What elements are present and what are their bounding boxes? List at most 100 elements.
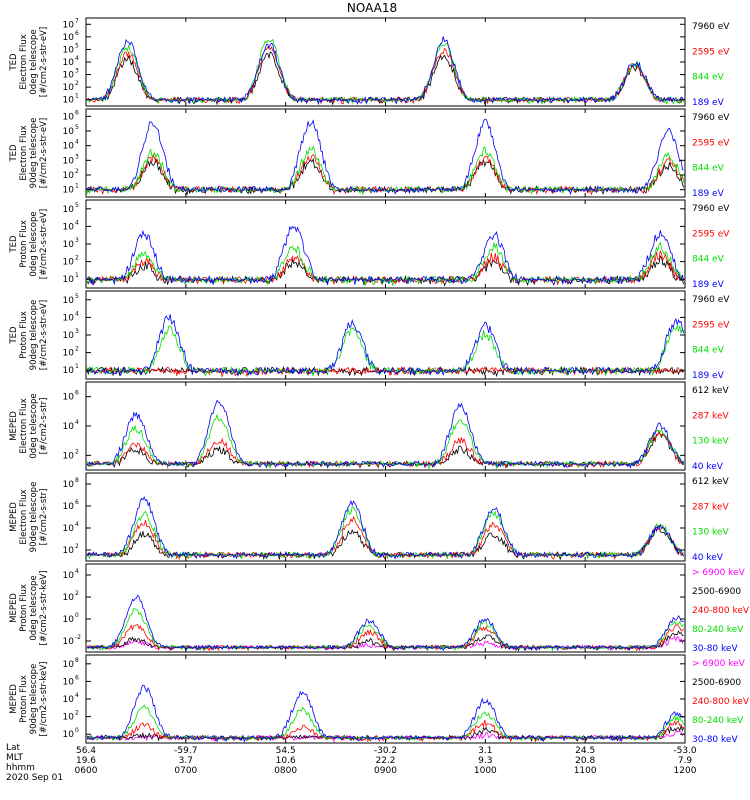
mlt-row-label: MLT (6, 753, 24, 763)
legend-entry: 287 keV (692, 411, 729, 421)
series-line-189-ev (87, 36, 685, 106)
y-axis-label-line: [#/cm2-s-str] (39, 489, 49, 546)
y-tick-exponent: 0 (75, 727, 79, 734)
y-tick-exponent: 7 (75, 17, 79, 24)
legend-entry: 612 keV (692, 477, 729, 487)
y-tick-label: 10 (63, 205, 75, 215)
series-line-2500-6900 (86, 724, 685, 742)
series-line-30-80-kev (86, 684, 684, 743)
y-tick-label: 10 (63, 58, 75, 68)
y-tick-label: 10 (63, 222, 75, 232)
lat-value: -30.2 (374, 746, 397, 756)
lat-row-label: Lat (6, 743, 21, 753)
hhmm-value: 0700 (174, 766, 197, 776)
y-axis-label-line: [#/cm2-s-str] (39, 398, 49, 455)
series-line-844-ev (86, 323, 685, 377)
panel-frame (85, 17, 686, 107)
y-tick-label: 10 (63, 71, 75, 81)
y-axis-label-line: Proton Flux (19, 220, 29, 268)
legend-entry: 2500-6900 (692, 587, 741, 597)
y-tick-label: 10 (63, 480, 75, 490)
y-tick-exponent: 3 (75, 153, 79, 160)
legend-entry: 40 keV (692, 462, 724, 472)
series-line-189-ev (86, 314, 685, 377)
hhmm-value: 1000 (474, 766, 497, 776)
y-axis-label-line: Electron Flux (19, 489, 29, 544)
y-tick-exponent: 2 (75, 80, 79, 87)
legend-entry: 287 keV (692, 502, 729, 512)
y-tick-exponent: 5 (75, 124, 79, 131)
legend-entry: 189 eV (692, 371, 725, 381)
y-axis-label-line: [#/cm2-s-str-eV] (39, 118, 49, 188)
y-tick-label: 10 (63, 171, 75, 181)
y-tick-label: 10 (63, 502, 75, 512)
series-line-844-ev (86, 145, 685, 196)
y-tick-exponent: 8 (75, 657, 79, 664)
legend-entry: 612 keV (692, 386, 729, 396)
series-line-130-kev (86, 505, 684, 560)
y-axis-label-line: 0deg telescope (29, 211, 39, 276)
y-axis-label-line: 0deg telescope (29, 575, 39, 640)
legend-entry: 7960 eV (692, 295, 730, 305)
legend-entry: 130 keV (692, 437, 729, 447)
legend-entry: 844 eV (692, 255, 725, 265)
y-axis-label-line: Proton Flux (19, 675, 29, 723)
y-axis-label-line: MEPED (9, 411, 19, 441)
y-axis-label-line: Electron Flux (19, 398, 29, 453)
y-tick-label: 10 (63, 83, 75, 93)
panel-frame (85, 381, 686, 471)
panel-frame (85, 199, 686, 289)
y-tick-exponent: 4 (75, 55, 79, 62)
y-axis-label-line: Proton Flux (19, 311, 29, 359)
legend-entry: 240-800 keV (692, 606, 750, 616)
y-tick-exponent: 3 (75, 328, 79, 335)
y-axis-label-line: 0deg telescope (29, 393, 39, 458)
y-tick-exponent: 3 (75, 68, 79, 75)
y-axis-label-line: 90deg telescope (29, 482, 39, 553)
lat-value: -59.7 (174, 746, 197, 756)
y-tick-exponent: 5 (75, 42, 79, 49)
legend-entry: > 6900 keV (692, 568, 746, 578)
y-tick-label: 10 (63, 713, 75, 723)
y-tick-label: 10 (63, 524, 75, 534)
y-tick-exponent: 5 (75, 293, 79, 300)
y-tick-exponent: 2 (75, 255, 79, 262)
panel-frame (85, 563, 686, 653)
y-axis-label-line: TED (9, 326, 19, 345)
legend-entry: 240-800 keV (692, 697, 750, 707)
y-tick-exponent: 6 (75, 499, 79, 506)
y-tick-exponent: 4 (75, 692, 79, 699)
y-tick-exponent: 4 (75, 139, 79, 146)
y-tick-label: 10 (63, 422, 75, 432)
legend-entry: 2595 eV (692, 229, 730, 239)
y-tick-label: 10 (63, 313, 75, 323)
y-tick-label: 10 (63, 660, 75, 670)
legend-entry: 2595 eV (692, 47, 730, 57)
legend-entry: 2595 eV (692, 320, 730, 330)
legend-entry: 7960 eV (692, 113, 730, 123)
series-line-40-kev (86, 495, 685, 560)
mlt-value: 19.6 (76, 756, 96, 766)
y-tick-label: 10 (63, 275, 75, 285)
series-line-844-ev (86, 38, 685, 105)
y-tick-label: 10 (63, 393, 75, 403)
panel-frame (85, 472, 686, 562)
y-axis-label-line: Proton Flux (19, 584, 29, 632)
legend-entry: 80-240 keV (692, 716, 744, 726)
mlt-value: 3.7 (179, 756, 193, 766)
y-tick-exponent: 2 (75, 590, 79, 597)
lat-value: 56.4 (76, 746, 96, 756)
y-tick-exponent: 2 (75, 448, 79, 455)
y-tick-label: 10 (63, 349, 75, 359)
series-line-7960-ev (86, 51, 684, 106)
mlt-value: 9.3 (478, 756, 492, 766)
y-tick-exponent: 2 (75, 346, 79, 353)
date-label: 2020 Sep 01 (6, 773, 63, 783)
series-line-2595-ev (86, 46, 684, 105)
